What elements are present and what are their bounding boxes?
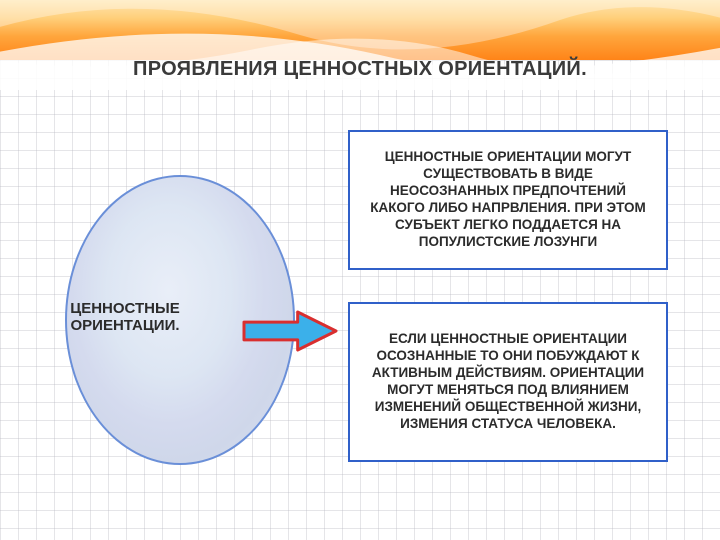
arrow-right-icon	[242, 310, 338, 352]
info-box-2: ЕСЛИ ЦЕННОСТНЫЕ ОРИЕНТАЦИИ ОСОЗНАННЫЕ ТО…	[348, 302, 668, 462]
info-box-1: ЦЕННОСТНЫЕ ОРИЕНТАЦИИ МОГУТ СУЩЕСТВОВАТЬ…	[348, 130, 668, 270]
arrow-svg	[242, 310, 338, 352]
arrow-polygon	[244, 312, 336, 350]
slide-title: ПРОЯВЛЕНИЯ ЦЕННОСТНЫХ ОРИЕНТАЦИЙ.	[0, 58, 720, 81]
slide: ПРОЯВЛЕНИЯ ЦЕННОСТНЫХ ОРИЕНТАЦИЙ. ЦЕННОС…	[0, 0, 720, 540]
ellipse-label: ЦЕННОСТНЫЕ ОРИЕНТАЦИИ.	[65, 300, 185, 334]
